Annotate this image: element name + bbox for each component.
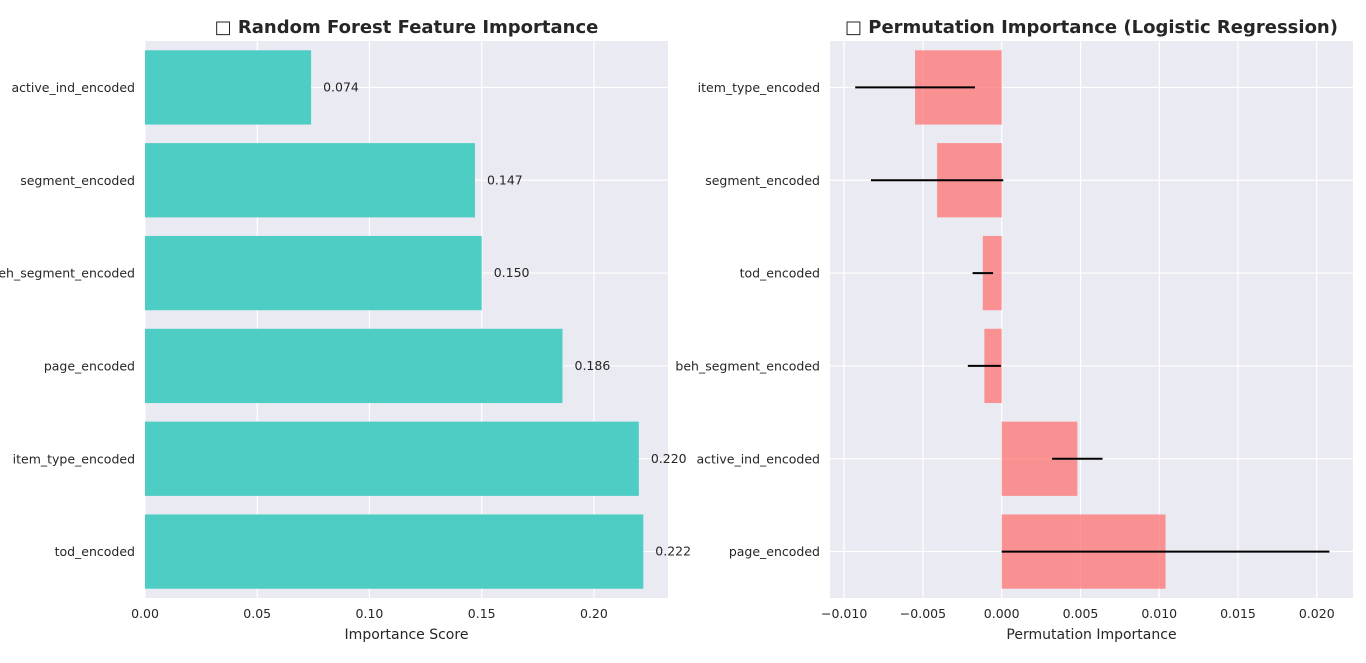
rf-chart-title: □ Random Forest Feature Importance bbox=[215, 17, 599, 38]
rf-x-tick-label: 0.15 bbox=[468, 606, 496, 621]
rf-bar bbox=[145, 235, 482, 311]
rf-data-label: 0.150 bbox=[494, 265, 530, 280]
rf-x-tick-label: 0.20 bbox=[580, 606, 608, 621]
perm-category-label: beh_segment_encoded bbox=[675, 358, 820, 373]
rf-x-axis-label: Importance Score bbox=[345, 627, 469, 643]
perm-x-tick-label: 0.015 bbox=[1220, 606, 1256, 621]
perm-x-axis-label: Permutation Importance bbox=[1006, 627, 1176, 643]
rf-x-tick-label: 0.00 bbox=[131, 606, 159, 621]
perm-x-tick-label: 0.000 bbox=[984, 606, 1020, 621]
rf-category-label: segment_encoded bbox=[20, 173, 135, 188]
rf-data-label: 0.074 bbox=[323, 79, 359, 94]
rf-category-label: item_type_encoded bbox=[13, 451, 135, 466]
perm-category-label: item_type_encoded bbox=[698, 80, 820, 95]
perm-chart-title: □ Permutation Importance (Logistic Regre… bbox=[845, 17, 1338, 38]
rf-bar bbox=[145, 514, 644, 589]
rf-bar bbox=[145, 328, 563, 404]
perm-x-tick-label: 0.020 bbox=[1299, 606, 1335, 621]
perm-x-tick-label: 0.005 bbox=[1063, 606, 1099, 621]
perm-x-tick-label: −0.005 bbox=[900, 606, 946, 621]
rf-bar bbox=[145, 50, 312, 125]
perm-x-tick-label: −0.010 bbox=[821, 606, 867, 621]
permutation-importance-chart: item_type_encoded segment_encoded tod_enco… bbox=[675, 17, 1353, 643]
rf-plot-area bbox=[145, 41, 668, 598]
perm-x-tick-label: 0.010 bbox=[1141, 606, 1177, 621]
perm-plot-area bbox=[830, 41, 1353, 598]
rf-x-tick-label: 0.05 bbox=[243, 606, 271, 621]
rf-data-label: 0.220 bbox=[651, 451, 687, 466]
rf-bar bbox=[145, 421, 639, 496]
rf-category-label: beh_segment_encoded bbox=[0, 266, 135, 281]
rf-category-label: active_ind_encoded bbox=[11, 80, 135, 95]
rf-bar bbox=[145, 143, 475, 218]
perm-category-label: active_ind_encoded bbox=[696, 451, 820, 466]
rf-importance-chart: 0.074 0.147 0.150 0.186 0.220 0.222 active_in… bbox=[0, 17, 691, 643]
rf-category-label: page_encoded bbox=[44, 358, 135, 373]
perm-category-label: tod_encoded bbox=[740, 266, 820, 281]
rf-data-label: 0.222 bbox=[655, 544, 691, 559]
rf-data-label: 0.186 bbox=[575, 358, 611, 373]
rf-data-label: 0.147 bbox=[487, 172, 523, 187]
rf-category-label: tod_encoded bbox=[55, 544, 135, 559]
rf-x-tick-label: 0.10 bbox=[356, 606, 384, 621]
perm-category-label: page_encoded bbox=[729, 544, 820, 559]
perm-category-label: segment_encoded bbox=[705, 173, 820, 188]
